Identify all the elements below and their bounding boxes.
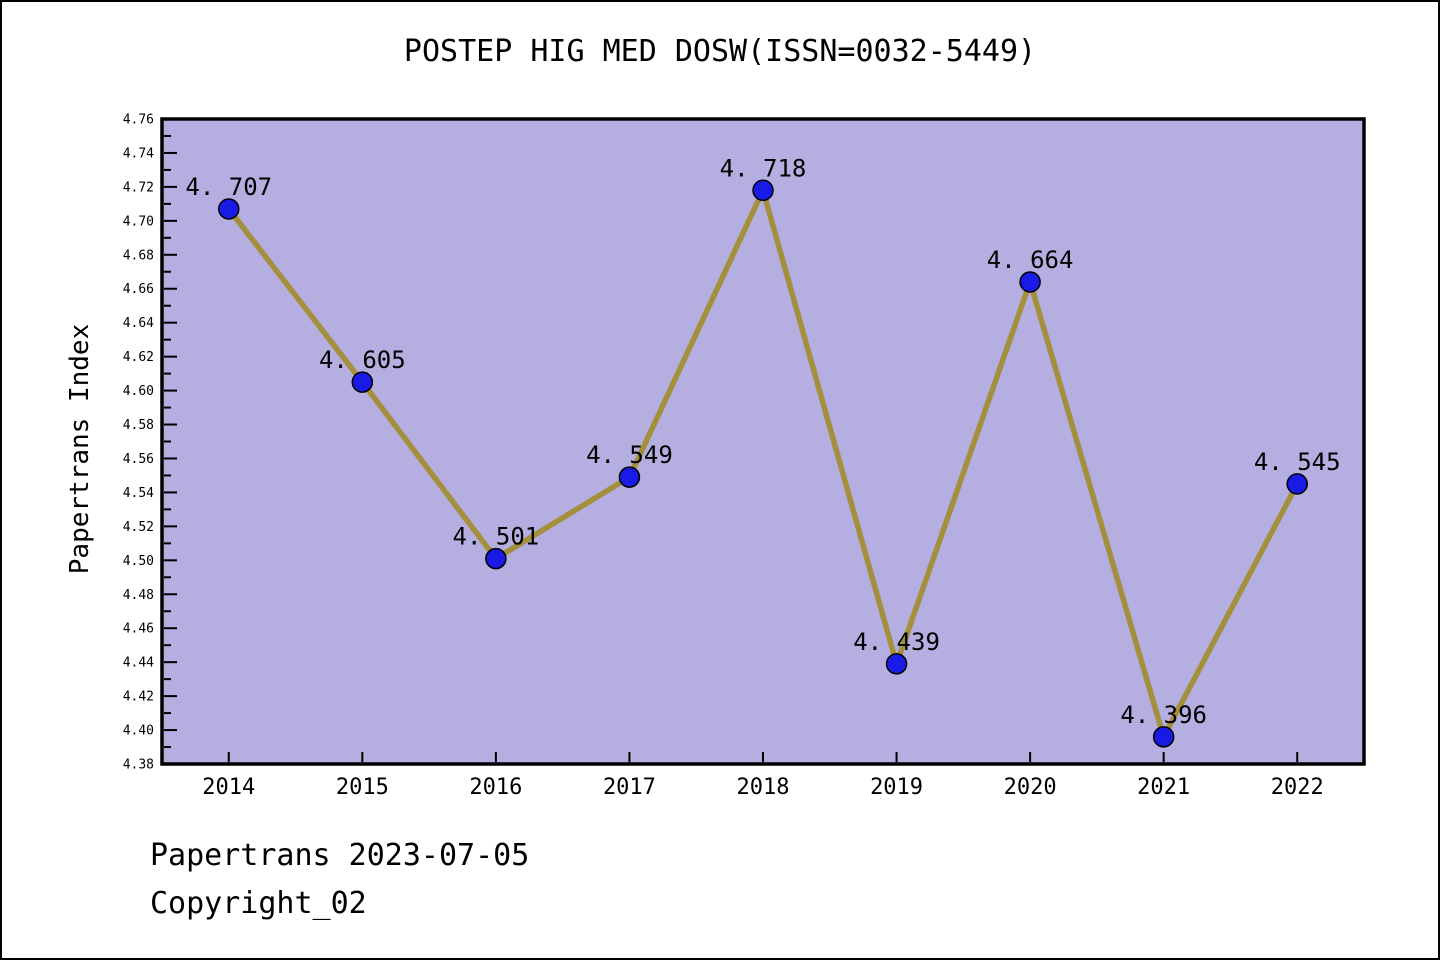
footer-copyright: Copyright_02: [150, 886, 367, 921]
data-point-marker: [752, 179, 774, 202]
y-tick-label: 4.60: [123, 384, 154, 399]
x-tick-label: 2019: [870, 775, 923, 800]
x-tick-label: 2018: [737, 775, 790, 800]
y-tick-label: 4.44: [123, 656, 154, 671]
data-point-marker: [351, 371, 374, 393]
chart-title: POSTEP HIG MED DOSW(ISSN=0032-5449): [403, 34, 1037, 69]
data-point-label: 4. 501: [453, 523, 540, 551]
data-point-marker: [485, 547, 507, 570]
data-point-label: 4. 664: [987, 246, 1074, 274]
data-point-label: 4. 605: [319, 346, 406, 374]
y-tick-label: 4.76: [123, 113, 154, 128]
y-tick-label: 4.58: [123, 418, 154, 433]
y-tick-label: 4.72: [123, 180, 154, 195]
y-tick-label: 4.42: [123, 690, 154, 705]
x-tick-label: 2017: [603, 775, 656, 800]
data-point-marker: [1019, 271, 1041, 293]
y-tick-label: 4.48: [123, 588, 154, 603]
y-tick-label: 4.56: [123, 452, 154, 467]
y-tick-label: 4.52: [123, 520, 154, 535]
data-point-marker: [1286, 473, 1308, 495]
y-tick-label: 4.46: [123, 622, 154, 637]
data-point-marker: [1152, 726, 1175, 748]
x-tick-label: 2015: [336, 775, 389, 800]
data-point-label: 4. 707: [185, 173, 272, 201]
data-point-marker: [618, 466, 641, 488]
y-tick-label: 4.54: [123, 486, 154, 501]
y-tick-label: 4.68: [123, 248, 154, 263]
data-point-label: 4. 718: [720, 154, 807, 182]
data-point-label: 4. 545: [1254, 448, 1341, 476]
data-point-marker: [218, 198, 240, 220]
data-point-label: 4. 396: [1120, 701, 1207, 729]
x-tick-label: 2016: [469, 775, 522, 800]
y-tick-label: 4.50: [123, 554, 154, 569]
plot-background: [162, 119, 1364, 764]
y-tick-label: 4.66: [123, 282, 154, 297]
plot-frame: [160, 117, 1366, 766]
y-tick-label: 4.74: [123, 146, 154, 161]
x-tick-label: 2022: [1271, 775, 1324, 800]
y-tick-label: 4.62: [123, 350, 154, 365]
data-point-label: 4. 549: [586, 441, 673, 469]
x-tick-label: 2014: [202, 775, 255, 800]
footer-source-date: Papertrans 2023-07-05: [150, 838, 530, 873]
y-tick-label: 4.38: [123, 758, 154, 773]
y-tick-label: 4.64: [123, 316, 154, 331]
x-tick-label: 2020: [1004, 775, 1057, 800]
data-point-marker: [885, 653, 908, 675]
x-tick-label: 2021: [1137, 775, 1190, 800]
y-tick-label: 4.40: [123, 724, 154, 739]
data-point-label: 4. 439: [853, 628, 940, 656]
y-tick-label: 4.70: [123, 214, 154, 229]
